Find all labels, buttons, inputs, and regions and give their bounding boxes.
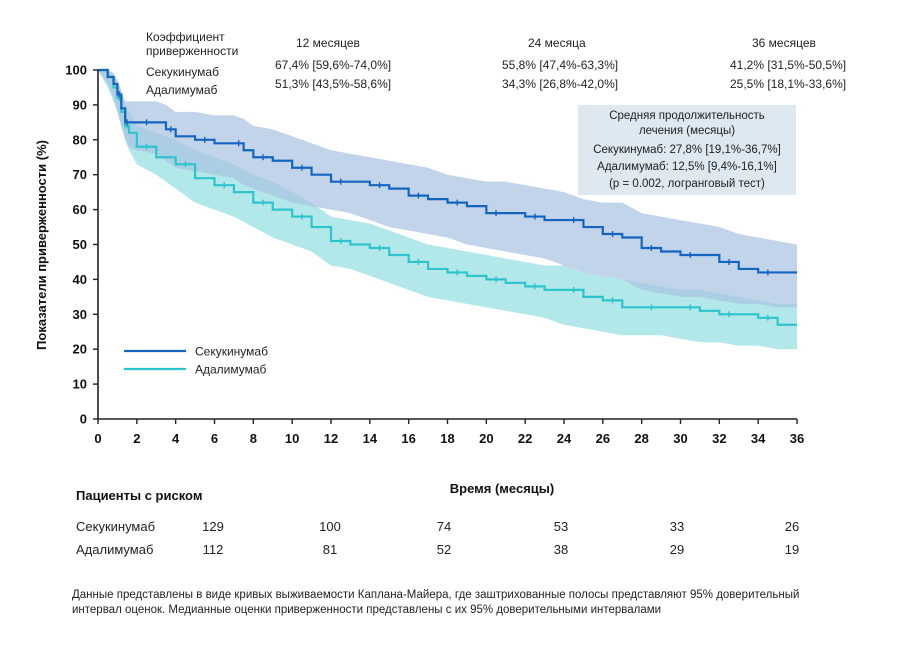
x-tick-label: 10	[285, 431, 299, 446]
ci-band-secukinumab	[98, 70, 797, 308]
table-cell-36m: 41,2% [31,5%-50,5%]	[730, 58, 847, 72]
table-row-name: Секукинумаб	[146, 65, 219, 79]
risk-count-cell: 19	[784, 542, 800, 557]
stats-pvalue: (p = 0.002, логранговый тест)	[609, 178, 765, 190]
axes: 0 2 4 6 8 10 12 14 16 18 20 22 24 26 28 30 32 34 360102030…	[34, 63, 804, 497]
x-tick-label: 4	[172, 431, 180, 446]
risk-count-cell: 74	[436, 519, 452, 534]
ci-band-adalimumab	[98, 70, 797, 350]
risk-table-title: Пациенты с риском	[76, 488, 203, 503]
x-tick-label: 26	[596, 431, 610, 446]
table-header-24m: 24 месяца	[528, 36, 586, 50]
x-tick-label: 34	[751, 431, 766, 446]
x-tick-label: 18	[440, 431, 454, 446]
y-tick-label: 100	[65, 63, 87, 78]
y-tick-label: 0	[80, 412, 87, 427]
y-tick-label: 60	[73, 202, 87, 217]
table-cell-24m: 34,3% [26,8%-42,0%]	[502, 77, 619, 91]
y-tick-label: 10	[73, 377, 87, 392]
x-tick-label: 14	[363, 431, 378, 446]
x-tick-label: 20	[479, 431, 493, 446]
table-header-label-line2: приверженности	[146, 44, 239, 58]
stats-adalimumab: Адалимумаб: 12,5% [9,4%-16,1%]	[597, 161, 777, 173]
x-tick-label: 22	[518, 431, 532, 446]
series-line-adalimumab	[98, 68, 797, 326]
stats-title-line1: Средняя продолжительность	[609, 110, 765, 122]
risk-count-cell: 129	[202, 519, 224, 534]
x-tick-label: 30	[673, 431, 687, 446]
table-cell-12m: 67,4% [59,6%-74,0%]	[275, 58, 392, 72]
table-header-label-line1: Коэффициент	[146, 30, 225, 44]
y-axis-label: Показатели приверженности (%)	[34, 140, 49, 350]
table-cell-12m: 51,3% [43,5%-58,6%]	[275, 77, 392, 91]
risk-count-cell: 52	[436, 542, 452, 557]
risk-count-cell: 81	[322, 542, 338, 557]
x-axis-label: Время (месяцы)	[450, 481, 554, 496]
y-tick-label: 40	[73, 272, 87, 287]
risk-count-cell: 26	[784, 519, 800, 534]
risk-count-cell: 112	[202, 542, 224, 557]
x-tick-label: 24	[557, 431, 572, 446]
y-tick-label: 80	[73, 132, 87, 147]
y-tick-label: 70	[73, 167, 87, 182]
x-tick-label: 36	[790, 431, 804, 446]
table-cell-36m: 25,5% [18,1%-33,6%]	[730, 77, 847, 91]
y-tick-label: 90	[73, 97, 87, 112]
series-line-secukinumab	[98, 68, 797, 274]
table-header-36m: 36 месяцев	[752, 36, 816, 50]
legend-label-adalimumab: Адалимумаб	[195, 363, 267, 377]
y-tick-label: 50	[73, 237, 87, 252]
x-tick-label: 32	[712, 431, 726, 446]
table-row-name: Адалимумаб	[146, 83, 218, 97]
x-tick-label: 28	[634, 431, 648, 446]
stats-title-line2: лечения (месяцы)	[638, 125, 736, 137]
risk-row-name: Адалимумаб	[76, 542, 154, 557]
x-tick-label: 0	[94, 431, 101, 446]
x-tick-label: 2	[133, 431, 140, 446]
table-header-12m: 12 месяцев	[296, 36, 360, 50]
x-tick-label: 6	[211, 431, 218, 446]
y-tick-label: 30	[73, 307, 87, 322]
risk-count-cell: 100	[319, 519, 341, 534]
x-tick-label: 8	[250, 431, 257, 446]
ci-bands	[98, 70, 797, 350]
y-tick-label: 20	[73, 342, 87, 357]
legend: Секукинумаб Адалимумаб	[124, 345, 268, 377]
stats-secukinumab: Секукинумаб: 27,8% [19,1%-36,7%]	[593, 144, 781, 156]
risk-count-cell: 38	[553, 542, 569, 557]
risk-count-cell: 53	[553, 519, 569, 534]
table-cell-24m: 55,8% [47,4%-63,3%]	[502, 58, 619, 72]
x-tick-label: 16	[401, 431, 415, 446]
risk-count-cell: 29	[669, 542, 685, 557]
risk-count-cell: 33	[669, 519, 685, 534]
footnote: Данные представлены в виде кривых выжива…	[72, 589, 800, 616]
x-tick-label: 12	[324, 431, 338, 446]
km-curves	[98, 68, 797, 326]
legend-label-secukinumab: Секукинумаб	[195, 345, 268, 359]
median-duration-box: Средняя продолжительность лечения (месяц…	[578, 105, 796, 195]
risk-row-name: Секукинумаб	[76, 519, 156, 534]
